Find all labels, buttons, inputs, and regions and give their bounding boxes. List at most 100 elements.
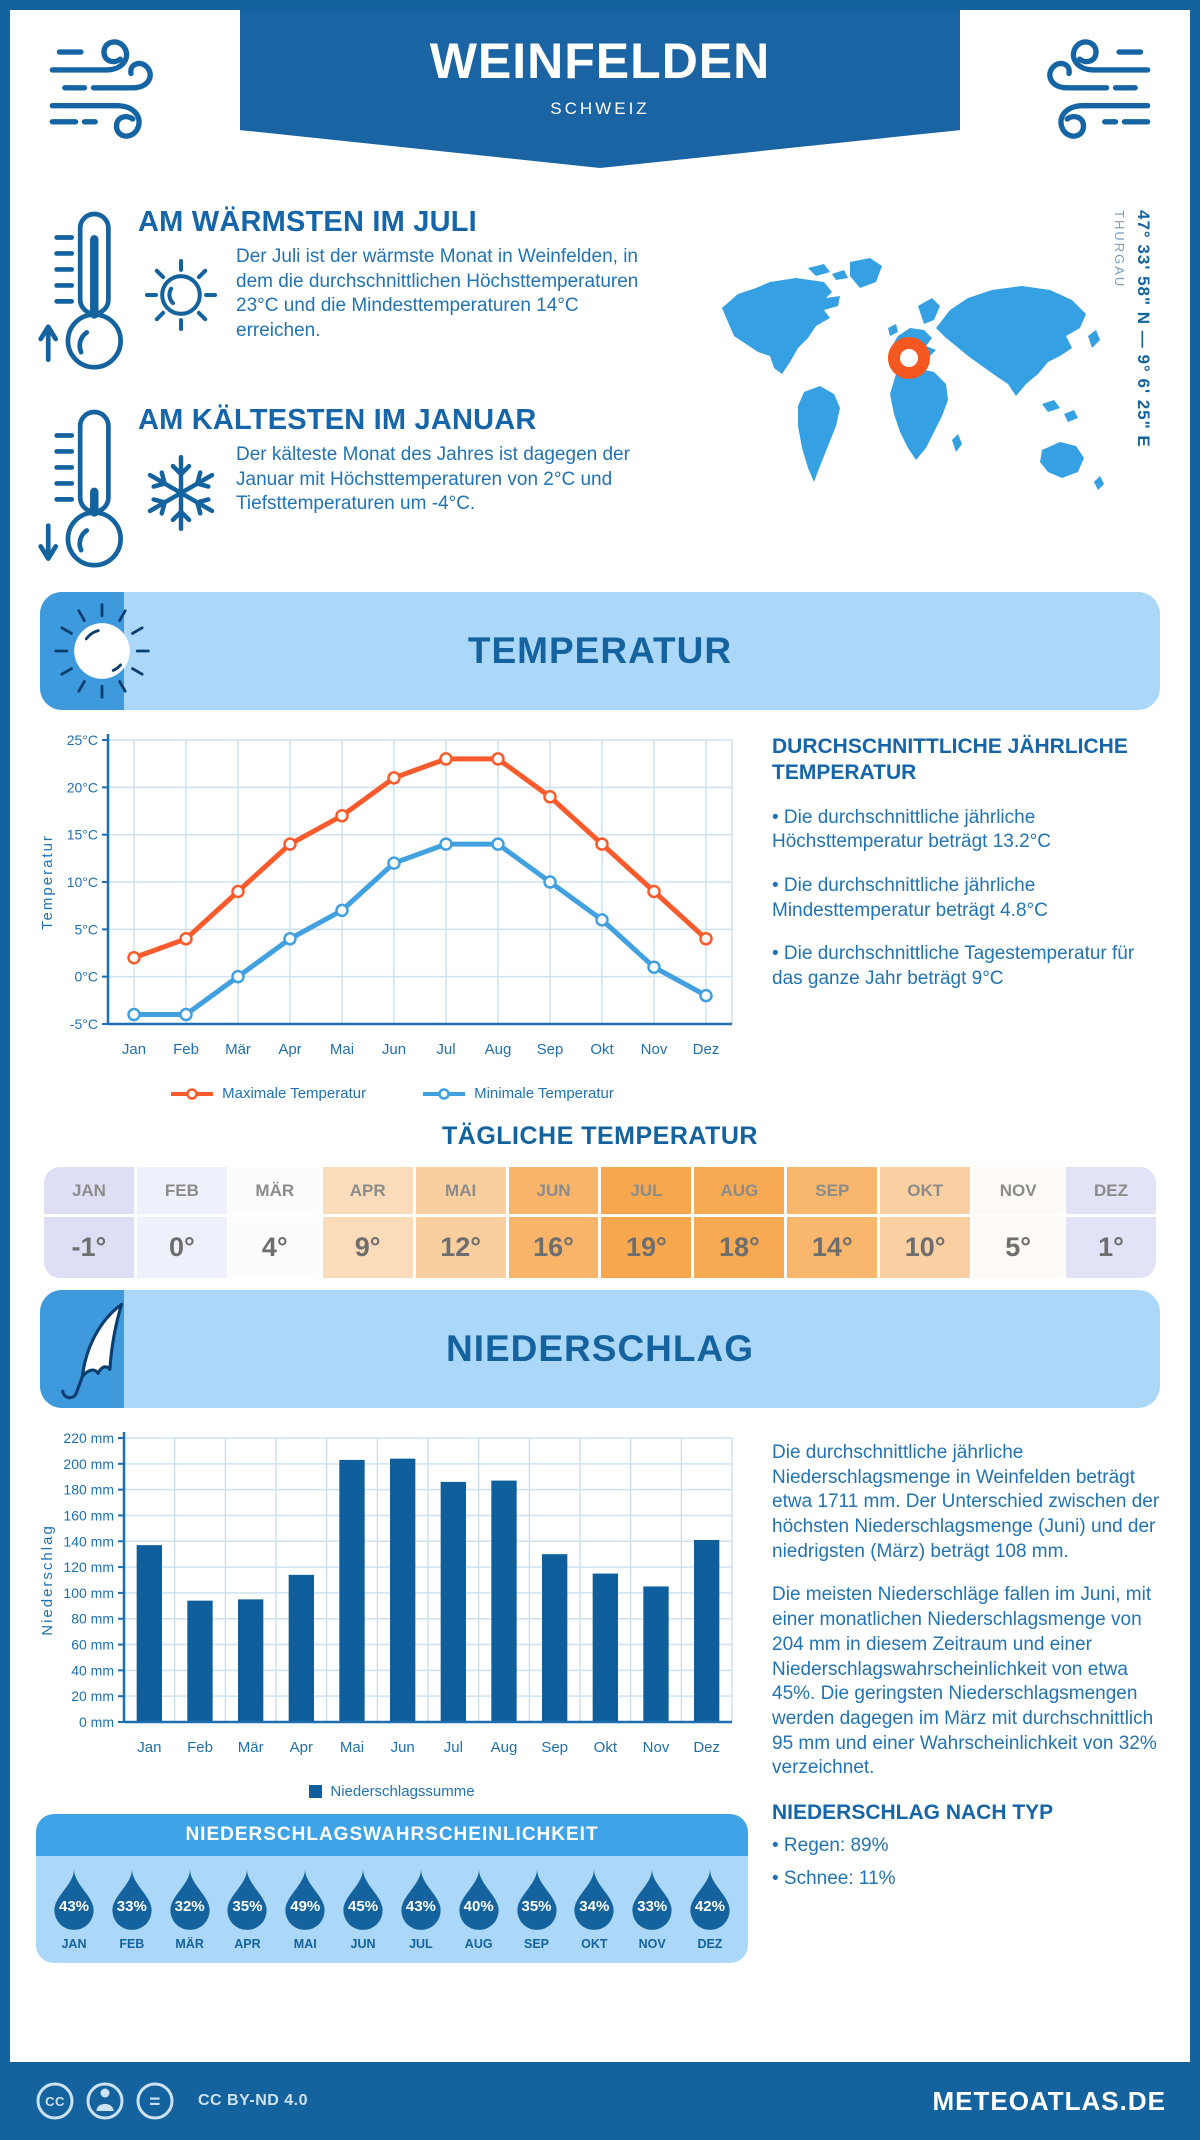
probability-droplet: 33% NOV (626, 1868, 678, 1951)
daily-temperature-value: 1° (1066, 1217, 1156, 1278)
probability-droplet: 45% JUN (337, 1868, 389, 1951)
svg-text:Mai: Mai (340, 1739, 364, 1756)
svg-text:220 mm: 220 mm (63, 1430, 114, 1446)
svg-text:160 mm: 160 mm (63, 1507, 114, 1523)
daily-month-header: JAN (44, 1167, 134, 1214)
license-label: CC BY-ND 4.0 (198, 2092, 309, 2109)
region-label: THURGAU (1112, 210, 1127, 289)
daily-temperature-value: 19° (601, 1217, 692, 1278)
svg-text:40 mm: 40 mm (71, 1662, 114, 1678)
droplet-icon (285, 1869, 325, 1930)
legend-item: Minimale Temperatur (422, 1085, 614, 1102)
page-title: WEINFELDEN (429, 33, 771, 89)
svg-text:Jun: Jun (382, 1041, 406, 1058)
wind-icon-right (1047, 39, 1151, 139)
coordinates-label: 47° 33' 58" N — 9° 6' 25" E (1134, 210, 1153, 448)
wind-icon-left (49, 39, 153, 139)
probability-droplet: 32% MÄR (164, 1868, 216, 1951)
droplet-icon (632, 1869, 672, 1930)
probability-title: NIEDERSCHLAGSWAHRSCHEINLICHKEIT (36, 1814, 748, 1856)
annual-bullet-3: • Die durchschnittliche Tagestemperatur … (772, 943, 1135, 989)
annual-bullet-2: • Die durchschnittliche jährliche Mindes… (772, 874, 1048, 921)
droplet-icon (574, 1869, 614, 1930)
droplet-icon (343, 1869, 383, 1930)
svg-text:80 mm: 80 mm (71, 1611, 114, 1627)
svg-text:140 mm: 140 mm (63, 1533, 114, 1549)
annual-temperature-block: DURCHSCHNITTLICHE JÄHRLICHE TEMPERATUR •… (772, 724, 1164, 1102)
svg-text:Aug: Aug (491, 1739, 518, 1756)
daily-temperature-value: 16° (508, 1217, 599, 1278)
precipitation-text-block: Die durchschnittliche jährliche Niedersc… (772, 1422, 1164, 1963)
svg-text:Nov: Nov (641, 1041, 668, 1058)
svg-text:Nov: Nov (643, 1739, 670, 1756)
license-block: CC = CC BY-ND 4.0 (34, 2079, 308, 2123)
svg-text:Okt: Okt (590, 1041, 614, 1058)
svg-text:20°C: 20°C (67, 779, 98, 795)
legend-item: Niederschlagssumme (309, 1783, 475, 1800)
probability-droplet: 42% DEZ (684, 1868, 736, 1951)
daily-temperature-value: 5° (973, 1217, 1064, 1278)
svg-text:Aug: Aug (485, 1041, 512, 1058)
precipitation-row: 0 mm 20 mm 40 mm 60 mm 80 mm 100 mm 120 mm 140 … (36, 1422, 1164, 1963)
legend-item: Maximale Temperatur (170, 1085, 366, 1102)
svg-text:Dez: Dez (693, 1739, 720, 1756)
world-map (722, 258, 1104, 490)
precipitation-banner-icon-box (40, 1290, 124, 1408)
snowflake-icon (147, 454, 215, 532)
probability-droplet: 40% AUG (453, 1868, 505, 1951)
intro-section: AM WÄRMSTEN IM JULI (10, 178, 1190, 580)
temperature-chart: -5°C 0°C 5°C 10°C 15°C 20°C 25°C Jan Feb Mär Apr Ma… (36, 724, 748, 1081)
probability-droplets: 43% JAN 33% FEB 32% MÄR 35% APR 49% MAI 45% JUN 43% J… (36, 1856, 748, 1963)
droplet-icon (170, 1869, 210, 1930)
header: WEINFELDEN SCHWEIZ (10, 10, 1190, 178)
svg-text:Feb: Feb (173, 1041, 199, 1058)
svg-text:Jul: Jul (436, 1041, 455, 1058)
intro-text-column: AM WÄRMSTEN IM JULI (36, 204, 712, 580)
daily-temperature-value: 14° (787, 1217, 878, 1278)
daily-temperature-value: 18° (694, 1217, 785, 1278)
probability-droplet: 43% JUL (395, 1868, 447, 1951)
footer: CC = CC BY-ND 4.0 METEOATLAS.DE (10, 2062, 1190, 2130)
daily-month-header: DEZ (1066, 1167, 1156, 1214)
daily-month-header: MAI (415, 1167, 506, 1214)
probability-droplet: 35% SEP (511, 1868, 563, 1951)
daily-month-header: SEP (787, 1167, 878, 1214)
daily-temperature-value: 10° (880, 1217, 971, 1278)
daily-month-header: NOV (973, 1167, 1064, 1214)
precipitation-chart-legend: Niederschlagssumme (36, 1783, 748, 1800)
daily-temperature-value: 0° (136, 1217, 227, 1278)
daily-temperature-title: TÄGLICHE TEMPERATUR (442, 1122, 758, 1150)
svg-text:5°C: 5°C (75, 921, 99, 937)
svg-text:Mär: Mär (225, 1041, 251, 1058)
svg-text:Sep: Sep (537, 1041, 564, 1058)
daily-month-header: JUL (601, 1167, 692, 1214)
rain-share: • Regen: 89% (772, 1835, 889, 1857)
svg-text:Jan: Jan (137, 1739, 161, 1756)
map-area: 47° 33' 58" N — 9° 6' 25" E THURGAU (712, 204, 1170, 580)
svg-text:Feb: Feb (187, 1739, 213, 1756)
daily-temperature-table: JAN FEB MÄR APR MAI JUN JUL AUG SEP OKT NOV DEZ -1° 0… (44, 1167, 1156, 1278)
precipitation-chart: 0 mm 20 mm 40 mm 60 mm 80 mm 100 mm 120 mm 140 … (36, 1422, 748, 1779)
coldest-text: Der kälteste Monat des Jahres ist dagege… (236, 444, 630, 515)
svg-text:=: = (149, 2092, 161, 2113)
droplet-icon (54, 1869, 94, 1930)
daily-temperature-value: 12° (415, 1217, 506, 1278)
precipitation-paragraph-2: Die meisten Niederschläge fallen im Juni… (772, 1584, 1157, 1779)
cc-license-icons: CC = (36, 2082, 174, 2120)
probability-droplet: 33% FEB (106, 1868, 158, 1951)
daily-month-header: AUG (694, 1167, 785, 1214)
svg-text:Jun: Jun (391, 1739, 415, 1756)
probability-box: NIEDERSCHLAGSWAHRSCHEINLICHKEIT 43% JAN 33… (36, 1814, 748, 1963)
svg-text:Jan: Jan (122, 1041, 146, 1058)
coldest-block: AM KÄLTESTEN IM JANUAR Der kälteste Mona… (36, 402, 712, 578)
coordinates-block: 47° 33' 58" N — 9° 6' 25" E THURGAU (1112, 208, 1153, 540)
page-subtitle: SCHWEIZ (550, 99, 650, 118)
daily-month-header: MÄR (229, 1167, 320, 1214)
temperature-banner-icon-box (40, 592, 150, 710)
precipitation-paragraph-1: Die durchschnittliche jährliche Niedersc… (772, 1442, 1160, 1562)
droplet-icon (690, 1869, 730, 1930)
probability-droplet: 49% MAI (279, 1868, 331, 1951)
daily-temperature-section: TÄGLICHE TEMPERATUR JAN FEB MÄR APR MAI JUN JU… (10, 1122, 1190, 1278)
svg-text:Niederschlag: Niederschlag (39, 1524, 56, 1636)
droplet-icon (516, 1869, 557, 1930)
